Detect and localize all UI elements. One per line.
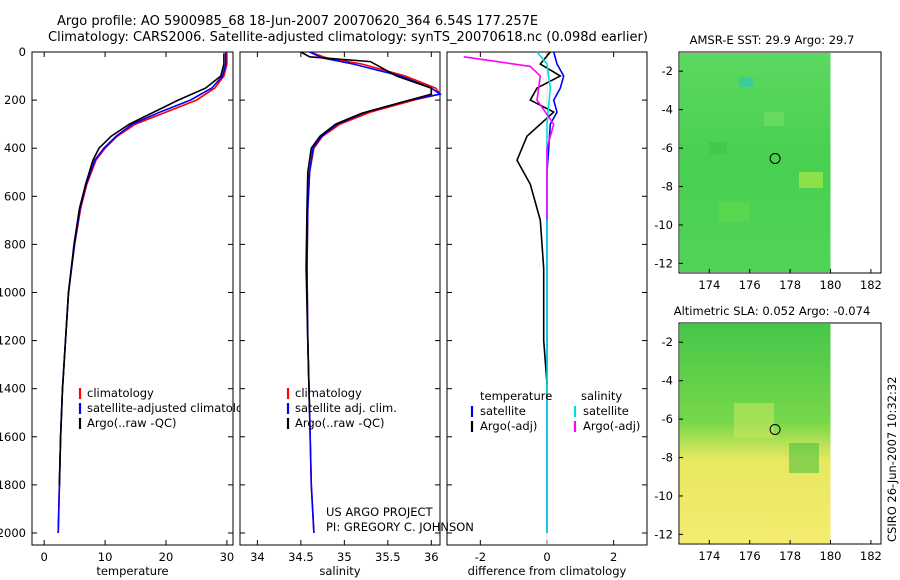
legend-label: satellite-adjusted climatology [87, 401, 257, 415]
map-y-tick-label: -6 [662, 141, 673, 155]
map-x-tick-label: 176 [739, 549, 761, 563]
map-x-tick-label: 178 [779, 549, 801, 563]
map-y-tick-label: -4 [662, 374, 673, 388]
legend-label: Argo(..raw -QC) [295, 416, 385, 430]
map-panel-1: AMSR-E SST: 29.9 Argo: 29.7 174 176 178 180 1… [654, 33, 882, 292]
legend-label: satellite adj. clim. [295, 401, 397, 415]
x-tick-label: 30 [220, 550, 235, 564]
map-x-tick-label: 182 [860, 278, 882, 292]
x-tick-label: 10 [98, 550, 113, 564]
credit-line2: PI: GREGORY C. JOHNSON [326, 520, 474, 534]
map-y-tick-label: -10 [654, 489, 673, 503]
y-tick-label: 1800 [0, 478, 26, 492]
figure-title-line1: Argo profile: AO 5900985_68 18-Jun-2007 … [57, 14, 539, 29]
map-x-tick-label: 180 [820, 549, 842, 563]
x-axis-label: temperature [96, 564, 168, 578]
x-tick-label: 2 [610, 550, 617, 564]
legend-label: climatology [295, 386, 362, 400]
x-tick-label: 36 [424, 550, 439, 564]
y-tick-label: 0 [19, 45, 26, 59]
map-x-tick-label: 174 [698, 278, 720, 292]
map-y-tick-label: -6 [662, 412, 673, 426]
panel-frame [239, 51, 441, 546]
map-y-tick-label: -2 [662, 335, 673, 349]
y-tick-label: 1400 [0, 382, 26, 396]
field-patch [709, 142, 727, 154]
map-title: Altimetric SLA: 0.052 Argo: -0.074 [674, 304, 871, 318]
x-tick-label: 34 [250, 550, 265, 564]
side-timestamp: CSIRO 26-Jun-2007 10:32:32 [885, 376, 899, 542]
x-tick-label: 20 [159, 550, 174, 564]
legend-header: temperature [480, 389, 552, 403]
map-y-tick-label: -8 [662, 180, 673, 194]
argo-location-marker [769, 152, 781, 164]
legend-label: Argo(-adj) [480, 419, 537, 433]
field-patch [764, 112, 784, 126]
y-tick-label: 400 [4, 141, 26, 155]
field-patch [719, 202, 749, 222]
legend-label: Argo(..raw -QC) [87, 416, 177, 430]
map-panel-2: Altimetric SLA: 0.052 Argo: -0.074 174 176… [654, 304, 882, 563]
credit-line1: US ARGO PROJECT [326, 505, 434, 519]
y-tick-label: 2000 [0, 526, 26, 540]
series-line [58, 53, 225, 485]
y-tick-label: 1000 [0, 285, 26, 299]
map-x-tick-label: 182 [860, 549, 882, 563]
y-tick-label: 800 [4, 237, 26, 251]
map-y-tick-label: -10 [654, 218, 673, 232]
x-tick-label: 35 [337, 550, 352, 564]
x-tick-label: 34.5 [288, 550, 314, 564]
figure-title-line2: Climatology: CARS2006. Satellite-adjuste… [48, 30, 648, 45]
y-tick-label: 1200 [0, 334, 26, 348]
x-axis-label: difference from climatology [468, 564, 627, 578]
map-x-tick-label: 178 [779, 278, 801, 292]
series-line [516, 51, 562, 384]
map-x-tick-label: 176 [739, 278, 761, 292]
series-line [463, 56, 555, 221]
legend-label: Argo(-adj) [583, 419, 640, 433]
y-tick-label: 200 [4, 93, 26, 107]
x-tick-label: 0 [41, 550, 48, 564]
y-tick-label: 600 [4, 189, 26, 203]
field-patch [734, 403, 774, 438]
map-title: AMSR-E SST: 29.9 Argo: 29.7 [690, 33, 855, 47]
map-field [680, 53, 831, 272]
map-x-tick-label: 174 [698, 549, 720, 563]
x-tick-label: 35.5 [375, 550, 401, 564]
map-y-tick-label: -2 [662, 64, 673, 78]
field-patch [739, 77, 753, 87]
map-y-tick-label: -12 [654, 256, 673, 270]
legend-label: satellite [583, 404, 629, 418]
map-y-tick-label: -12 [654, 527, 673, 541]
legend-header: salinity [581, 389, 622, 403]
map-x-tick-label: 180 [820, 278, 842, 292]
profile-panel-1: 0 10 20 30 0 200 400 600 800 1000 1200 1400 1600 1800… [0, 45, 257, 578]
series-line [300, 51, 433, 413]
map-y-tick-label: -4 [662, 103, 673, 117]
y-tick-label: 1600 [0, 430, 26, 444]
legend-label: climatology [87, 386, 154, 400]
x-tick-label: -2 [475, 550, 486, 564]
legend-label: satellite [480, 404, 526, 418]
field-patch [799, 172, 823, 188]
x-axis-label: salinity [319, 564, 360, 578]
x-tick-label: 0 [543, 550, 550, 564]
panel-frame [31, 51, 234, 546]
map-y-tick-label: -8 [662, 451, 673, 465]
field-patch [789, 443, 819, 473]
profile-panel-2: 34 34.5 35 35.5 36 salinity climatologysatelli… [239, 51, 443, 578]
argo-location-marker [769, 423, 781, 435]
